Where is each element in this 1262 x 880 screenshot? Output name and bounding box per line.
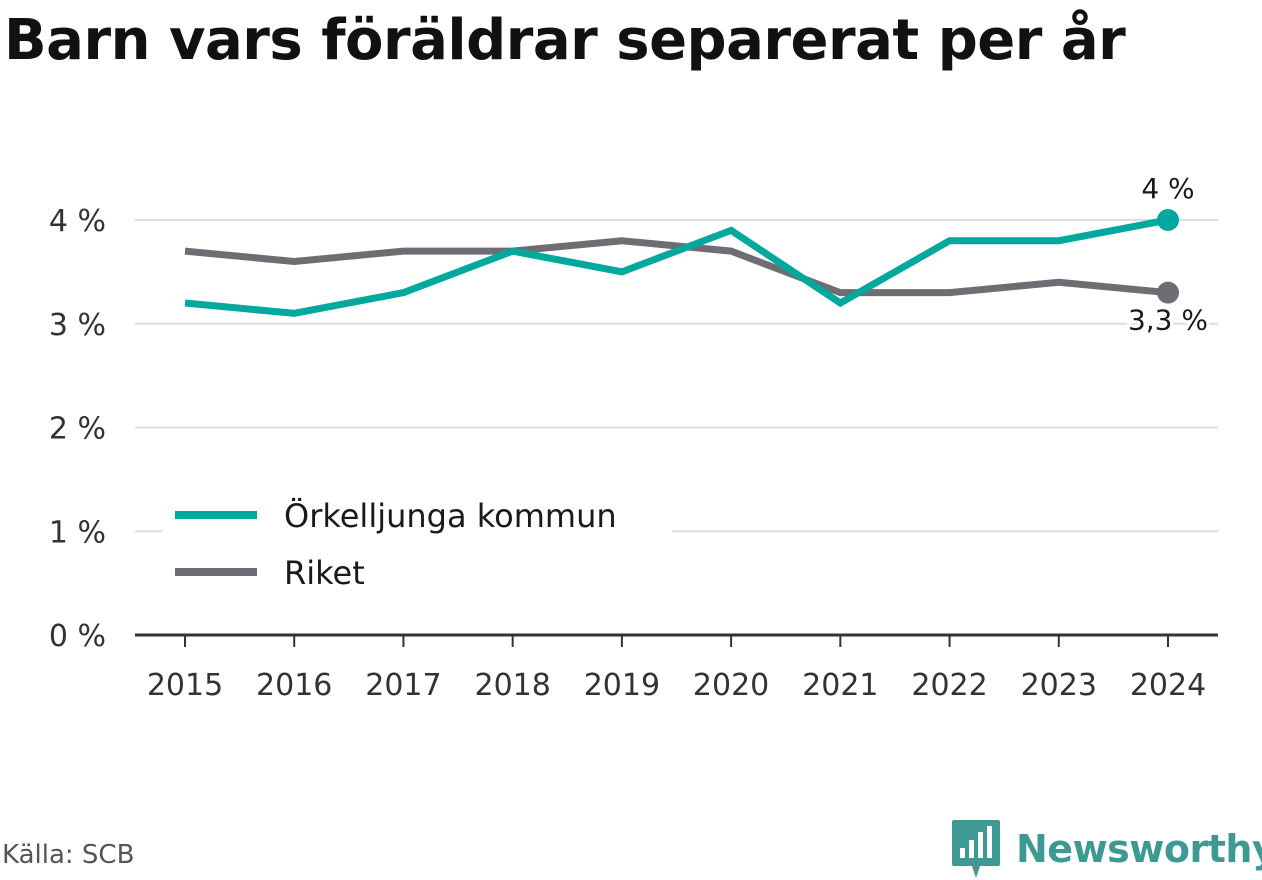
y-tick-label: 2 % <box>49 412 106 447</box>
newsworthy-logo-icon <box>952 820 1000 878</box>
x-tick-label: 2016 <box>256 668 332 703</box>
y-axis-tick-labels: 0 % 1 % 2 % 3 % 4 % <box>49 204 106 654</box>
source-note: Källa: SCB <box>2 840 135 870</box>
x-tick-label: 2020 <box>693 668 769 703</box>
x-tick-label: 2015 <box>147 668 223 703</box>
brand-name: Newsworthy <box>1016 827 1262 871</box>
x-tick-label: 2021 <box>802 668 878 703</box>
x-tick-label: 2022 <box>911 668 987 703</box>
x-tick-label: 2017 <box>365 668 441 703</box>
y-tick-label: 0 % <box>49 619 106 654</box>
y-tick-label: 4 % <box>49 204 106 239</box>
y-tick-label: 1 % <box>49 515 106 550</box>
x-tick-label: 2024 <box>1130 668 1206 703</box>
end-value-label: 4 % <box>1141 172 1194 205</box>
legend-label: Örkelljunga kommun <box>284 497 617 535</box>
series-lines <box>184 209 1179 317</box>
x-tick-label: 2023 <box>1021 668 1097 703</box>
x-tick-label: 2019 <box>584 668 660 703</box>
series-line <box>184 216 1169 317</box>
y-tick-label: 3 % <box>49 308 106 343</box>
end-labels: 4 % 3,3 % <box>1125 169 1211 340</box>
brand-logo: Newsworthy <box>950 818 1262 880</box>
x-axis-tick-labels: 2015 2016 2017 2018 2019 2020 2021 2022 2023 2024 <box>147 635 1206 703</box>
chart-title: Barn vars föräldrar separerat per år <box>4 8 1126 73</box>
legend-label: Riket <box>284 554 365 592</box>
end-value-label: 3,3 % <box>1128 304 1208 337</box>
series-line <box>184 237 1169 297</box>
x-tick-label: 2018 <box>474 668 550 703</box>
end-point-marker <box>1157 281 1179 304</box>
legend: Örkelljunga kommun Riket <box>162 485 672 592</box>
end-point-marker <box>1157 209 1179 231</box>
